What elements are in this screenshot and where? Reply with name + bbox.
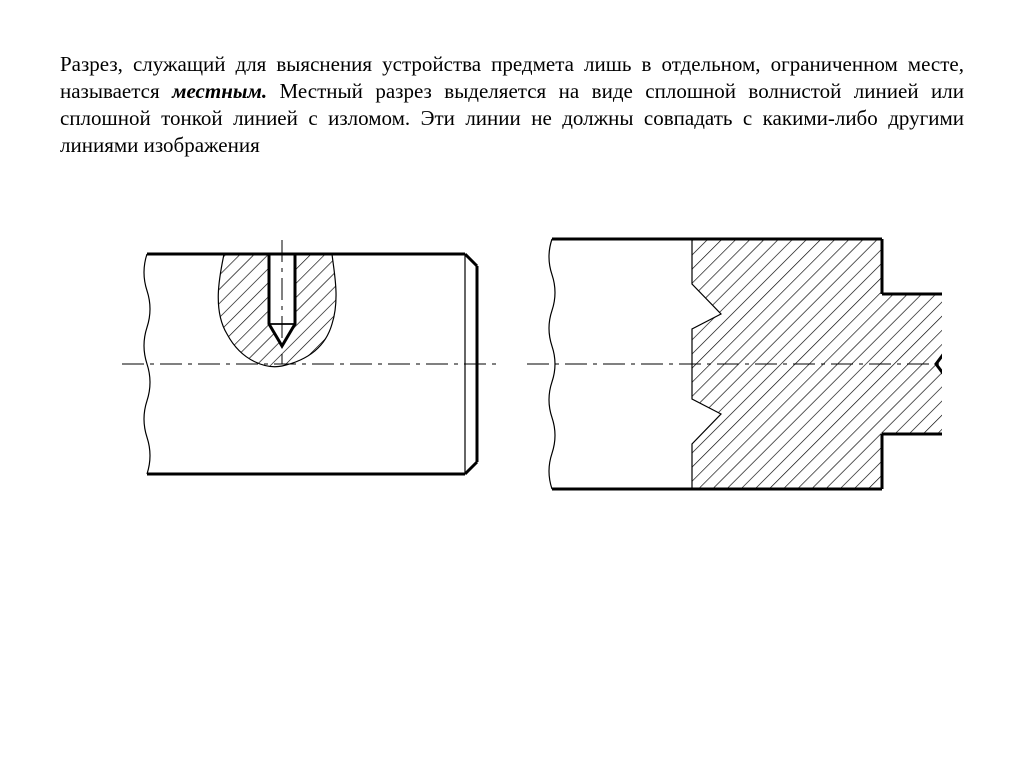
description-paragraph: Разрез, служащий для выяснения устройств… <box>60 51 964 159</box>
drawing-svg <box>82 214 942 534</box>
technical-drawing <box>60 214 964 534</box>
text-emphasis: местным. <box>172 79 267 103</box>
